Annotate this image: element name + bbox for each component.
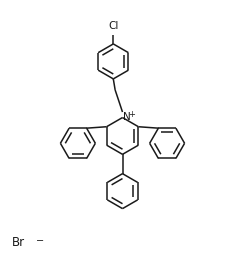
Text: +: + bbox=[128, 110, 135, 119]
Text: Br: Br bbox=[12, 236, 25, 249]
Text: Cl: Cl bbox=[108, 21, 119, 31]
Text: −: − bbox=[36, 236, 44, 246]
Text: N: N bbox=[123, 112, 131, 122]
